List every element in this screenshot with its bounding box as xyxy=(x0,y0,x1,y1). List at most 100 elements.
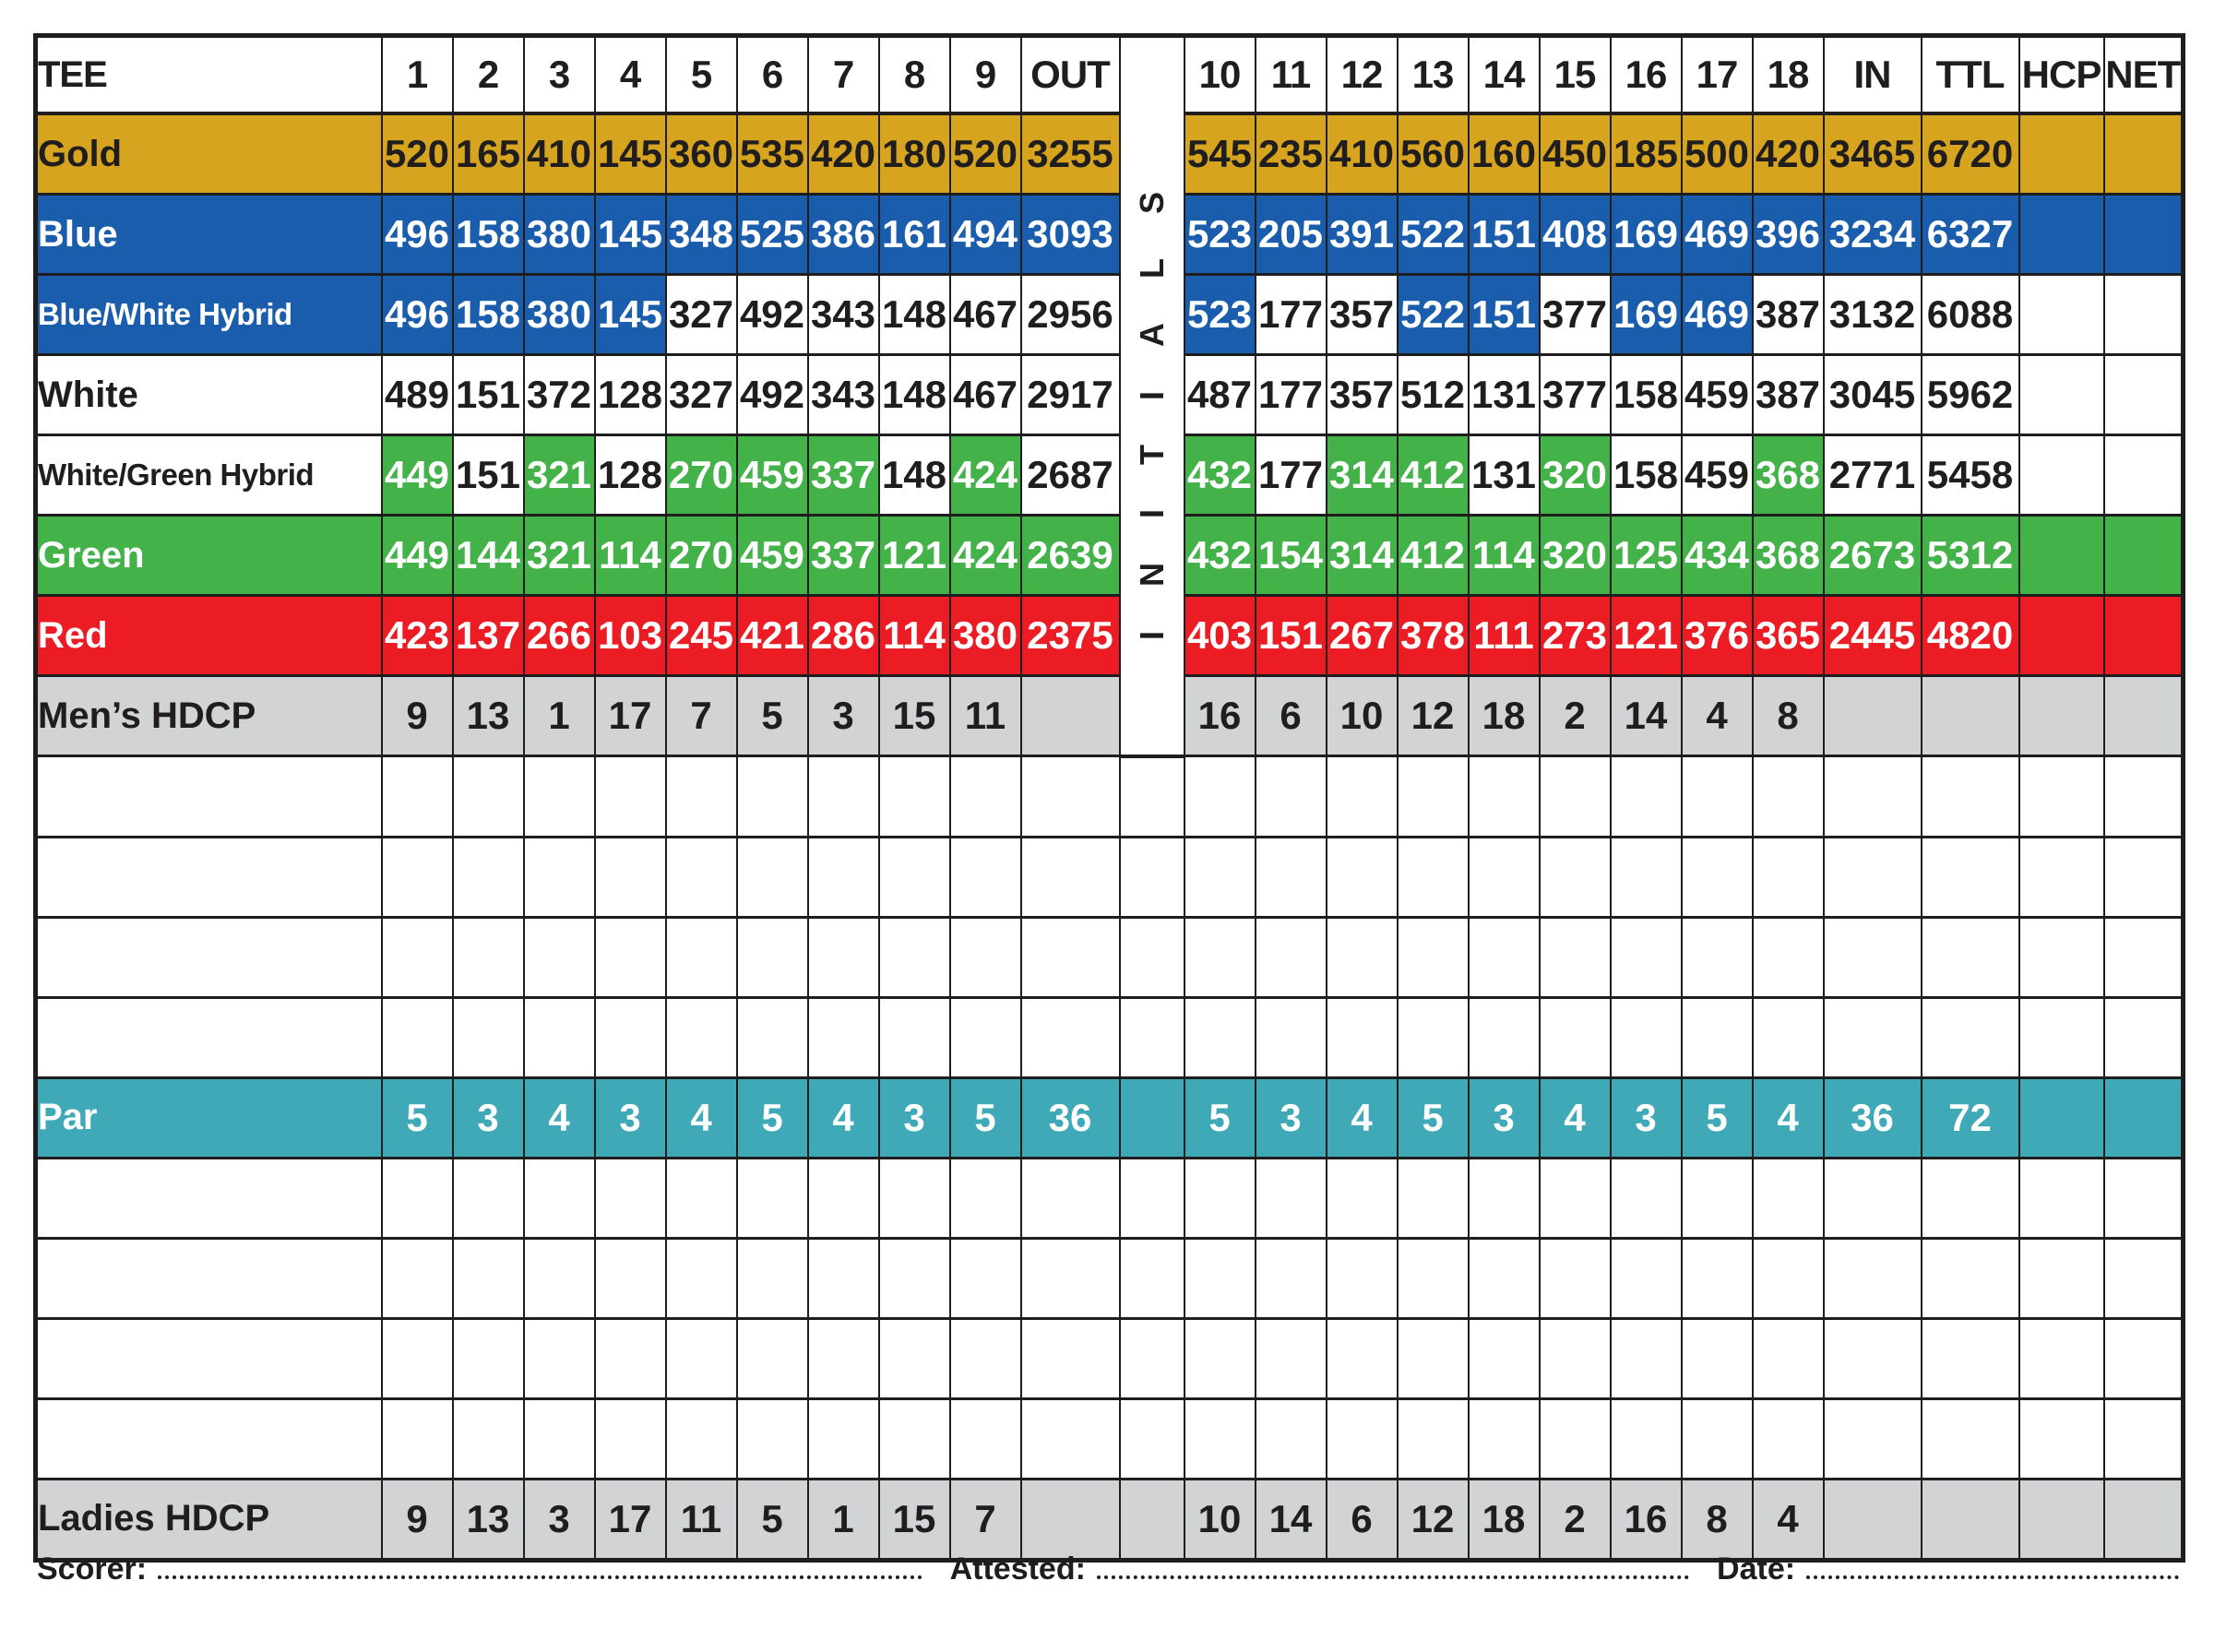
column-header-hole-11: 11 xyxy=(1254,34,1327,115)
score-cell: 348 xyxy=(664,193,738,276)
score-cell xyxy=(664,1396,738,1480)
score-cell: 423 xyxy=(380,594,454,677)
score-cell: 386 xyxy=(806,193,880,276)
score-cell xyxy=(1396,1396,1470,1480)
row-label: Par xyxy=(34,1076,383,1159)
score-cell xyxy=(1920,1156,2020,1240)
row-par: Par 5 3 4 3 4 5 4 3 5 36 5 3 4 5 3 4 3 5 4 36 72 xyxy=(34,1076,2184,1159)
score-cell xyxy=(1019,915,1121,999)
header-row: TEE 1 2 3 4 5 6 7 8 9 OUT INITIALS 10 11 12 13 14 15 16 17 1… xyxy=(34,34,2184,758)
score-cell xyxy=(1254,835,1327,919)
score-cell xyxy=(2102,434,2184,517)
score-cell xyxy=(1325,915,1399,999)
score-cell: 9 xyxy=(380,674,454,757)
score-cell: 3 xyxy=(877,1076,951,1159)
score-cell xyxy=(2102,835,2184,919)
score-cell xyxy=(1751,1236,1825,1320)
score-cell xyxy=(948,1156,1022,1240)
score-cell: 128 xyxy=(593,353,667,436)
score-cell xyxy=(2102,1396,2184,1480)
score-cell xyxy=(1254,1236,1327,1320)
score-cell: 3 xyxy=(1254,1076,1327,1159)
score-cell: 158 xyxy=(451,273,525,356)
column-header-hole-4: 4 xyxy=(593,34,667,115)
score-cell xyxy=(522,1316,596,1400)
score-cell: 16 xyxy=(1609,1477,1683,1562)
score-cell xyxy=(1822,1156,1922,1240)
column-header-hole-17: 17 xyxy=(1680,34,1754,115)
score-cell xyxy=(2018,594,2105,677)
score-cell: 114 xyxy=(1467,514,1541,597)
row-blank-10 xyxy=(34,915,2184,999)
row-label: Ladies HDCP xyxy=(34,1477,383,1562)
score-cell xyxy=(1467,1316,1541,1400)
score-cell xyxy=(1822,1477,1922,1562)
score-cell: 7 xyxy=(948,1477,1022,1562)
date-signature-line xyxy=(1806,1566,2179,1579)
score-cell xyxy=(877,1396,951,1480)
row-label: Red xyxy=(34,594,383,677)
row-label: Green xyxy=(34,514,383,597)
score-cell xyxy=(2018,1076,2105,1159)
score-cell: 420 xyxy=(806,112,880,196)
score-cell xyxy=(451,1156,525,1240)
score-cell xyxy=(380,995,454,1079)
score-cell: 161 xyxy=(877,193,951,276)
score-cell: 432 xyxy=(1183,434,1256,517)
score-cell: 3093 xyxy=(1019,193,1121,276)
score-cell xyxy=(1822,835,1922,919)
score-cell xyxy=(2018,1396,2105,1480)
score-cell xyxy=(593,835,667,919)
score-cell xyxy=(380,835,454,919)
score-cell: 14 xyxy=(1254,1477,1327,1562)
score-cell xyxy=(1609,1396,1683,1480)
score-cell: 314 xyxy=(1325,434,1399,517)
score-cell: 450 xyxy=(1538,112,1612,196)
row-label: Blue xyxy=(34,193,383,276)
score-cell xyxy=(1751,835,1825,919)
score-cell xyxy=(1822,1316,1922,1400)
row-blank-13 xyxy=(34,1156,2184,1240)
score-cell xyxy=(1680,835,1754,919)
column-header-in: IN xyxy=(1822,34,1922,115)
score-cell: 286 xyxy=(806,594,880,677)
score-cell: 148 xyxy=(877,353,951,436)
score-cell: 412 xyxy=(1396,514,1470,597)
score-cell xyxy=(1920,1396,2020,1480)
score-cell: 267 xyxy=(1325,594,1399,677)
score-cell xyxy=(2018,1316,2105,1400)
row-ladies-hdcp: Ladies HDCP 9 13 3 17 11 5 1 15 7 10 14 6 12 18 2 16 8 4 xyxy=(34,1477,2184,1562)
score-cell: 3045 xyxy=(1822,353,1922,436)
initials-cell xyxy=(1118,1396,1185,1480)
score-cell xyxy=(2018,193,2105,276)
score-cell: 5312 xyxy=(1920,514,2020,597)
score-cell: 17 xyxy=(593,674,667,757)
column-header-hole-2: 2 xyxy=(451,34,525,115)
score-cell xyxy=(1680,1236,1754,1320)
score-cell: 520 xyxy=(380,112,454,196)
column-header-hole-1: 1 xyxy=(380,34,454,115)
score-cell: 121 xyxy=(1609,594,1683,677)
score-cell xyxy=(806,1316,880,1400)
row-white-green-hybrid: White/Green Hybrid 449 151 321 128 270 459 337 1… xyxy=(34,434,2184,517)
score-cell xyxy=(948,1316,1022,1400)
score-cell: 137 xyxy=(451,594,525,677)
score-cell: 492 xyxy=(735,273,809,356)
score-cell: 4820 xyxy=(1920,594,2020,677)
score-cell: 3 xyxy=(451,1076,525,1159)
column-header-hole-6: 6 xyxy=(735,34,809,115)
score-cell xyxy=(664,835,738,919)
score-cell xyxy=(1254,915,1327,999)
score-cell: 424 xyxy=(948,514,1022,597)
score-cell: 114 xyxy=(877,594,951,677)
score-cell xyxy=(1920,1316,2020,1400)
row-blue: Blue 496 158 380 145 348 525 386 161 494 3093 523 20… xyxy=(34,193,2184,276)
score-cell: 15 xyxy=(877,1477,951,1562)
score-cell xyxy=(735,995,809,1079)
score-cell xyxy=(593,1316,667,1400)
score-cell: 5962 xyxy=(1920,353,2020,436)
score-cell: 169 xyxy=(1609,273,1683,356)
score-cell xyxy=(451,1316,525,1400)
score-cell: 103 xyxy=(593,594,667,677)
row-green: Green 449 144 321 114 270 459 337 121 424 2639 432 1… xyxy=(34,514,2184,597)
